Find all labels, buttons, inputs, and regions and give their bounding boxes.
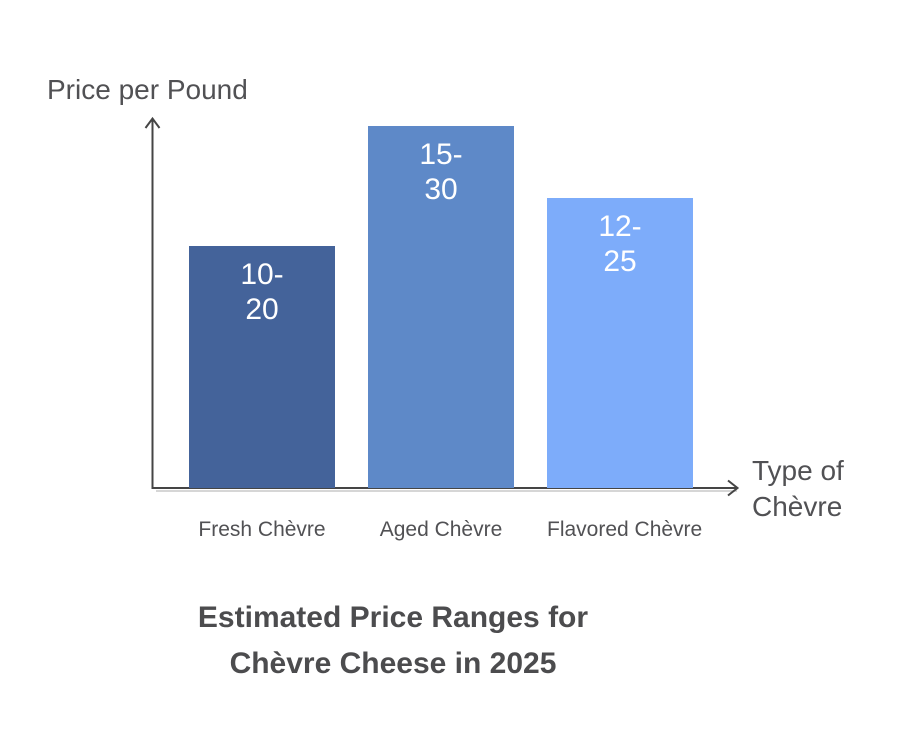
y-axis-arrowhead-icon bbox=[144, 116, 161, 129]
chart-title-line-2: Chèvre Cheese in 2025 bbox=[229, 647, 557, 680]
x-axis-arrowhead-icon bbox=[727, 479, 740, 497]
x-axis-label: Type of Chèvre bbox=[752, 455, 844, 522]
y-axis-label: Price per Pound bbox=[47, 74, 248, 105]
chart-title-line-1: Estimated Price Ranges for bbox=[197, 601, 589, 634]
chart-title: Estimated Price Ranges for Chèvre Cheese… bbox=[100, 595, 686, 687]
